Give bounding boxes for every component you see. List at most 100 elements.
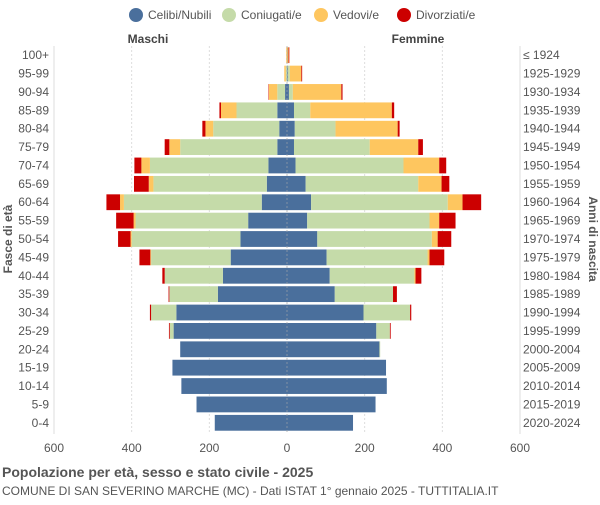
bar-male-divorziati [118, 231, 130, 247]
bar-male-coniugati [169, 286, 218, 302]
x-tick-label: 400 [432, 441, 452, 455]
bar-female-coniugati [376, 323, 390, 339]
bar-female-vedovi [418, 176, 441, 192]
bar-female-celibi [287, 323, 376, 339]
bar-female-divorziati [430, 249, 445, 265]
bar-female-vedovi [448, 194, 463, 210]
birth-year-label: 1940-1944 [523, 122, 581, 136]
bar-female-divorziati [439, 213, 455, 229]
bar-female-vedovi [293, 84, 342, 100]
bar-male-coniugati [165, 268, 223, 284]
bar-female-vedovi [430, 213, 440, 229]
bar-female-coniugati [306, 176, 419, 192]
bar-male-vedovi [134, 213, 136, 229]
bar-female-coniugati [294, 102, 310, 118]
bar-female-vedovi [404, 158, 440, 174]
x-tick-label: 400 [122, 441, 142, 455]
bar-female-vedovi [370, 139, 419, 155]
y-axis-title-right: Anni di nascita [586, 196, 600, 282]
bar-female-coniugati [289, 84, 293, 100]
bar-female-celibi [287, 378, 387, 394]
birth-year-label: 1960-1964 [523, 195, 581, 209]
x-tick-label: 200 [199, 441, 219, 455]
bar-female-vedovi [432, 231, 438, 247]
age-group-label: 20-24 [18, 342, 49, 356]
legend-label: Coniugati/e [241, 8, 302, 22]
bar-female-divorziati [463, 194, 482, 210]
bar-female-divorziati [392, 102, 394, 118]
bar-female-divorziati [410, 305, 411, 321]
bar-male-celibi [215, 415, 287, 431]
bar-male-divorziati [134, 158, 141, 174]
birth-year-label: 1985-1989 [523, 287, 581, 301]
bar-female-celibi [287, 397, 376, 413]
bar-female-divorziati [418, 139, 423, 155]
age-group-label: 35-39 [18, 287, 49, 301]
birth-year-label: 1990-1994 [523, 306, 581, 320]
bar-male-vedovi [131, 231, 132, 247]
bar-male-celibi [174, 323, 287, 339]
bar-female-vedovi [310, 102, 392, 118]
bar-female-celibi [287, 213, 307, 229]
birth-year-label: 1935-1939 [523, 103, 581, 117]
bar-female-divorziati [393, 286, 397, 302]
age-group-label: 25-29 [18, 324, 49, 338]
age-group-label: 5-9 [32, 397, 50, 411]
age-group-label: 75-79 [18, 140, 49, 154]
bar-female-divorziati [439, 158, 446, 174]
bar-female-vedovi [428, 249, 430, 265]
bar-male-coniugati [277, 84, 285, 100]
bar-male-celibi [240, 231, 287, 247]
x-tick-label: 0 [284, 441, 291, 455]
age-group-label: 30-34 [18, 306, 49, 320]
bar-male-vedovi [205, 121, 213, 137]
bar-female-vedovi [290, 66, 302, 82]
bar-male-coniugati [150, 158, 268, 174]
age-group-label: 80-84 [18, 122, 49, 136]
bar-female-celibi [287, 305, 364, 321]
birth-year-label: 1950-1954 [523, 158, 581, 172]
birth-year-label: ≤ 1924 [523, 48, 560, 62]
bar-male-celibi [277, 102, 287, 118]
bar-male-vedovi [269, 84, 278, 100]
bar-male-divorziati [139, 249, 150, 265]
bar-female-coniugati [379, 341, 380, 357]
bar-male-divorziati [169, 323, 170, 339]
bar-female-celibi [287, 121, 295, 137]
bar-female-coniugati [364, 305, 411, 321]
bar-female-celibi [287, 341, 379, 357]
bar-male-coniugati [153, 176, 266, 192]
footer-subtitle: COMUNE DI SAN SEVERINO MARCHE (MC) - Dat… [2, 484, 498, 498]
bar-male-coniugati [180, 139, 277, 155]
birth-year-label: 2005-2009 [523, 361, 581, 375]
legend-label: Divorziati/e [416, 8, 476, 22]
bar-female-coniugati [317, 231, 432, 247]
header-femmine: Femmine [392, 32, 445, 46]
legend-label: Celibi/Nubili [148, 8, 211, 22]
bar-female-coniugati [296, 158, 404, 174]
birth-year-label: 1995-1999 [523, 324, 581, 338]
bar-female-coniugati [335, 286, 393, 302]
legend-marker-coniugati [222, 8, 236, 22]
birth-year-label: 2000-2004 [523, 342, 581, 356]
bar-male-coniugati [136, 213, 249, 229]
bar-female-vedovi [336, 121, 398, 137]
bar-male-vedovi [150, 249, 151, 265]
age-group-label: 100+ [22, 48, 49, 62]
y-axis-title-left: Fasce di età [1, 204, 15, 273]
bar-female-coniugati [307, 213, 429, 229]
bar-male-celibi [267, 176, 287, 192]
birth-year-label: 1945-1949 [523, 140, 581, 154]
bar-female-celibi [287, 102, 294, 118]
age-group-label: 50-54 [18, 232, 49, 246]
bar-male-celibi [181, 378, 287, 394]
bar-male-celibi [268, 158, 287, 174]
birth-year-label: 2010-2014 [523, 379, 581, 393]
age-group-label: 90-94 [18, 85, 49, 99]
bar-female-coniugati [288, 66, 290, 82]
bar-male-celibi [223, 268, 287, 284]
bar-male-divorziati [106, 194, 120, 210]
bar-female-celibi [287, 139, 294, 155]
bar-female-celibi [287, 158, 296, 174]
x-tick-label: 600 [510, 441, 530, 455]
